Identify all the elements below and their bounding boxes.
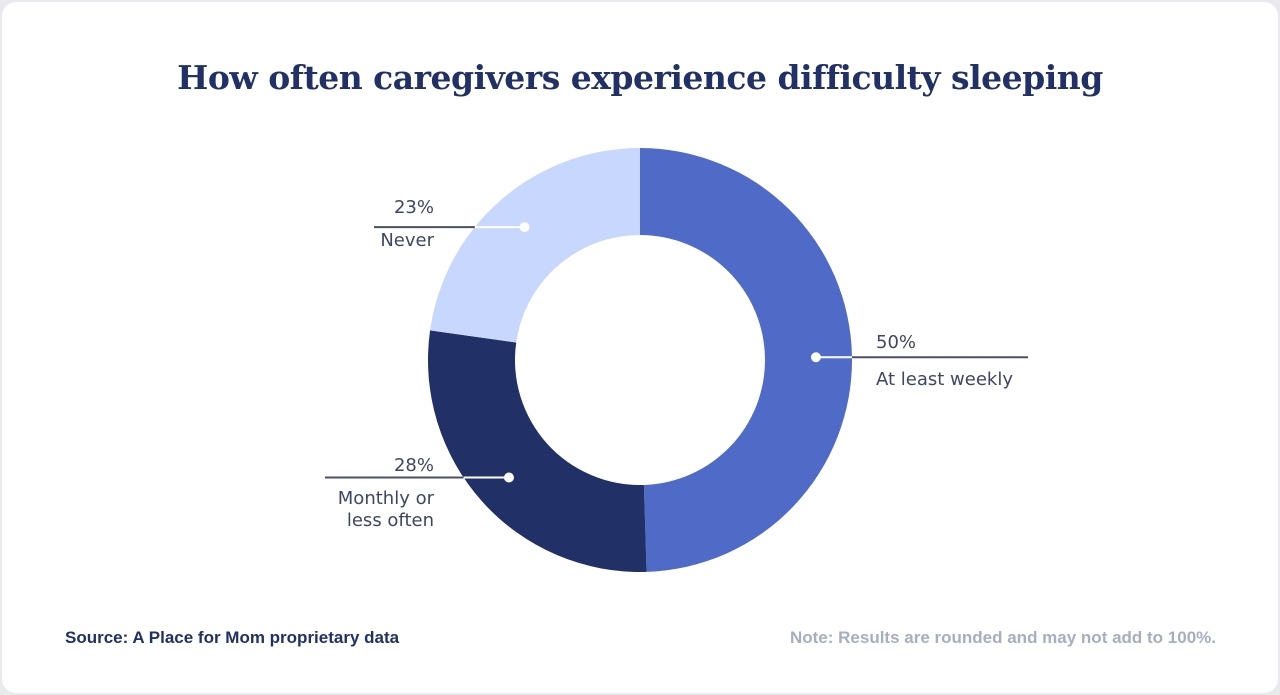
donut-slice-never — [430, 148, 640, 343]
source-note: Source: A Place for Mom proprietary data — [65, 628, 400, 647]
slice-value-label-monthly: 28% — [393, 455, 434, 476]
donut-slice-monthly — [428, 330, 647, 572]
slice-value-label-weekly: 50% — [876, 332, 917, 353]
leader-dot-never — [519, 222, 530, 233]
leader-dot-monthly — [503, 472, 514, 483]
slice-value-label-never: 23% — [393, 197, 434, 218]
leader-dot-weekly — [810, 352, 821, 363]
slice-category-label-never: Never — [380, 230, 434, 251]
rounding-note: Note: Results are rounded and may not ad… — [789, 628, 1216, 647]
slice-category-label-weekly: At least weekly — [876, 369, 1013, 390]
donut-slice-weekly — [640, 148, 853, 572]
chart-title: How often caregivers experience difficul… — [177, 58, 1103, 97]
slice-category-label-monthly: Monthly or less often — [337, 488, 434, 531]
